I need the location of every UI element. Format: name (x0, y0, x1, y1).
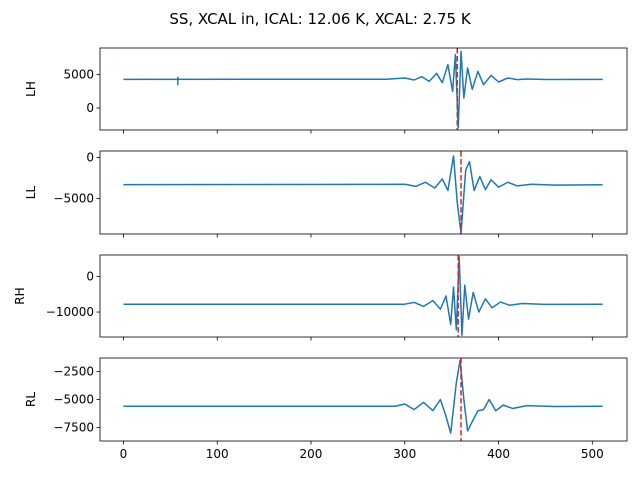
y-axis-label: RL (24, 392, 38, 407)
panel-ll: 0 −5000 LL (24, 150, 628, 238)
y-tick-label: −2500 (53, 364, 94, 378)
panels: 05000LH0−5000LL0−10000RH−2500−5000−75000… (13, 47, 628, 461)
y-axis-label: RH (13, 287, 27, 304)
x-tick-label: 0 (120, 447, 128, 461)
y-tick-label: −5000 (53, 192, 94, 206)
y-tick-label: 0 (86, 269, 94, 283)
y-tick-label: 5000 (63, 68, 94, 82)
x-tick-label: 200 (300, 447, 323, 461)
y-tick-label: 0 (86, 151, 94, 165)
series-line (123, 359, 603, 434)
series-line (123, 50, 603, 129)
panel-rl: −2500 −5000 −7500 0 100 200 300 400 500 RL (24, 357, 628, 461)
series-line (123, 155, 603, 234)
axes-frame (99, 47, 628, 131)
panel-rh: 0 −10000 RH (13, 254, 628, 341)
x-tick-label: 300 (393, 447, 416, 461)
x-tick-label: 400 (487, 447, 510, 461)
x-tick-label: 500 (581, 447, 604, 461)
panel-lh: 0 5000 LH (24, 47, 628, 134)
axes-frame (99, 150, 628, 235)
x-tick-label: 100 (206, 447, 229, 461)
y-tick-label: −10000 (46, 305, 94, 319)
y-axis-label: LH (24, 81, 38, 97)
axes-frame (99, 357, 628, 442)
y-axis-label: LL (24, 186, 38, 200)
y-tick-label: −5000 (53, 393, 94, 407)
axes-frame (99, 254, 628, 338)
chart-title: SS, XCAL in, ICAL: 12.06 K, XCAL: 2.75 K (169, 10, 472, 28)
y-tick-label: −7500 (53, 421, 94, 435)
y-tick-label: 0 (86, 101, 94, 115)
series-line (123, 256, 603, 336)
